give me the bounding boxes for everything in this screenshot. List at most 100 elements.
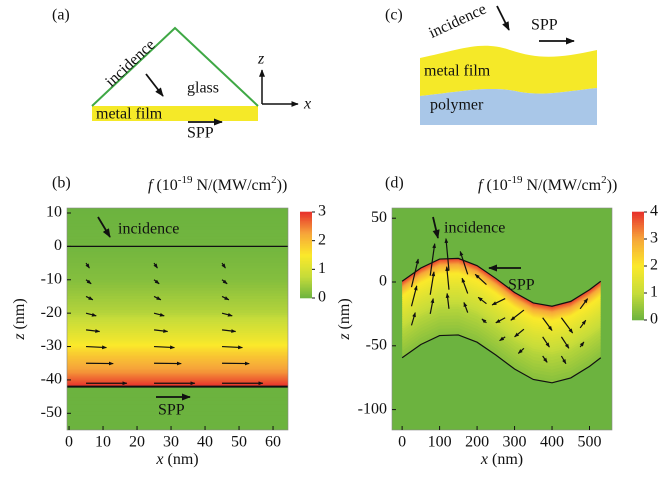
y-axis-unit: (nm) [336, 298, 353, 329]
colorbar-strip [300, 261, 312, 264]
colorbar-strip [632, 245, 644, 249]
field-strip [67, 265, 288, 269]
colorbar-strip [632, 229, 644, 233]
force-arrow [221, 329, 237, 333]
colorbar-strip [632, 274, 644, 278]
field-strip [67, 307, 288, 311]
field-strip [67, 287, 288, 292]
field-strip [67, 326, 288, 330]
field-band [402, 264, 601, 322]
incidence-arrow [496, 5, 510, 31]
field-strip [402, 292, 601, 344]
field-strip [402, 299, 601, 351]
colorbar-strip [300, 273, 312, 276]
colorbar-strip [632, 213, 644, 216]
field-strip [67, 380, 288, 383]
field-strip [402, 261, 601, 312]
colorbar-strip [632, 249, 644, 252]
unit-suffix: )) [607, 177, 618, 194]
x-axis-unit: (nm) [492, 451, 523, 468]
field-strip [402, 297, 601, 349]
colorbar-strip [632, 314, 644, 317]
field-strip [67, 332, 288, 336]
force-arrow [221, 295, 230, 301]
unit-suffix: )) [277, 177, 288, 194]
field-strip [402, 265, 601, 316]
colorbar-strip [300, 254, 312, 257]
field-strip [67, 342, 288, 345]
x-axis-label: x (nm) [480, 451, 523, 468]
force-arrow [491, 298, 506, 306]
field-strip [67, 262, 288, 267]
colorbar-tick-label: 2 [318, 231, 326, 248]
force-arrow [477, 296, 487, 305]
colorbar-strip [632, 231, 644, 234]
field-strip [67, 375, 288, 377]
field-strip [402, 281, 601, 333]
field-strip [67, 357, 288, 360]
metal-film [92, 106, 258, 121]
colorbar-tick-label: 2 [650, 257, 658, 274]
colorbar-strip [300, 246, 312, 249]
field-strip [402, 318, 601, 371]
force-arrow [579, 298, 589, 310]
unit-middle: N/(MW/cm [522, 177, 601, 194]
field-strip [67, 239, 288, 244]
y-tick-label: 0 [379, 273, 387, 290]
colorbar-strip [300, 294, 312, 297]
force-arrow [444, 238, 450, 271]
field-strip [67, 248, 288, 253]
y-tick-label: 0 [54, 237, 62, 254]
plot-frame [66, 207, 289, 431]
colorbar-strip [632, 276, 644, 279]
field-strip [402, 309, 601, 361]
colorbar-strip [300, 216, 312, 219]
incidence-label: incidence [426, 1, 489, 42]
unit-prefix: (10 [156, 177, 177, 194]
y-tick-label: -100 [358, 400, 387, 417]
force-arrow [481, 318, 487, 324]
field-strip [67, 365, 288, 368]
force-arrow [560, 336, 570, 349]
field-strip [67, 343, 288, 346]
force-arrow [429, 298, 435, 315]
metal-film [420, 45, 597, 96]
colorbar-tick-label: 0 [318, 289, 326, 306]
y-axis-symbol: z [336, 333, 353, 341]
colorbar-strip [300, 277, 312, 280]
colorbar [300, 211, 312, 299]
colorbar-title: f (10-19 N/(MW/cm2)) [148, 174, 287, 194]
colorbar-strip [632, 215, 644, 218]
force-arrow [429, 271, 436, 295]
panel-label: (d) [385, 175, 404, 192]
x-tick-label: 400 [540, 434, 564, 451]
field-strip [402, 331, 601, 383]
field-strip [402, 301, 601, 353]
field-strip [67, 374, 288, 376]
field-strip [67, 208, 288, 212]
force-arrow [85, 279, 92, 285]
colorbar-tick-label: 1 [650, 284, 658, 301]
field-strip [402, 262, 601, 313]
field-strip [67, 319, 288, 323]
colorbar-strip [300, 290, 312, 293]
field-strip [67, 422, 288, 427]
colorbar-strip [300, 221, 312, 224]
x-axis-symbol: x [480, 451, 488, 468]
x-tick-label: 0 [65, 434, 73, 451]
colorbar-strip [300, 248, 312, 251]
colorbar-strip [632, 316, 644, 319]
field-strip [67, 293, 288, 297]
field-strip [402, 271, 601, 321]
colorbar-strip [300, 270, 312, 273]
field-band [67, 246, 288, 281]
field-strip [67, 301, 288, 306]
annotation: incidence [444, 220, 505, 237]
colorbar-strip [632, 244, 644, 247]
force-arrow [445, 266, 450, 290]
field-strip [67, 290, 288, 294]
bottom-surface [401, 334, 602, 384]
top-surface [401, 257, 602, 307]
field-band [67, 279, 288, 314]
y-tick-label: -50 [41, 404, 62, 421]
